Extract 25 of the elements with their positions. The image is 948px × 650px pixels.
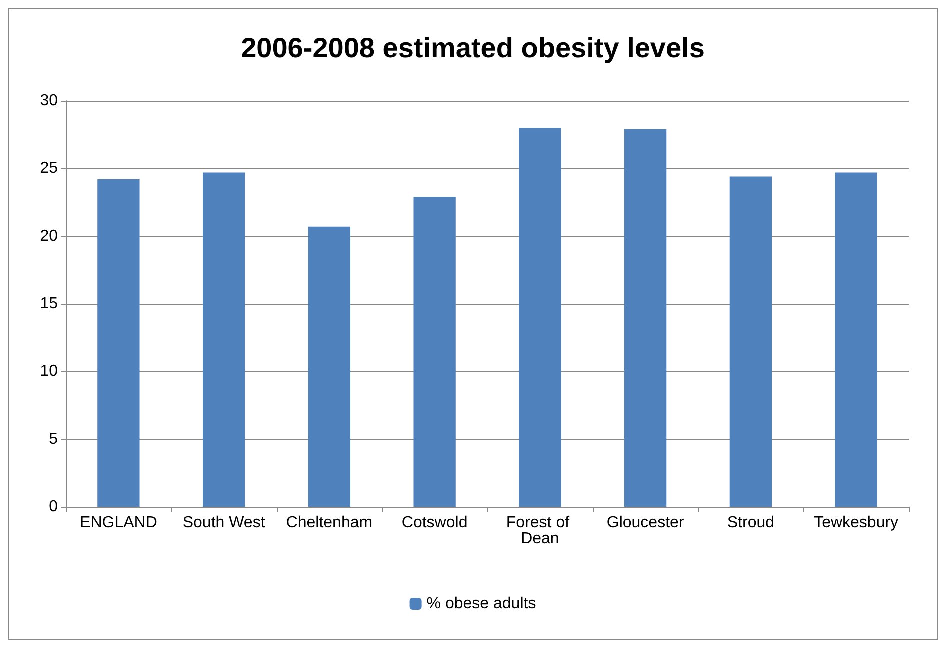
- y-tick-label: 5: [49, 430, 58, 448]
- bar: [519, 128, 562, 507]
- bar: [835, 172, 878, 507]
- chart-title: 2006-2008 estimated obesity levels: [241, 32, 705, 64]
- y-tick-label: 0: [49, 498, 58, 516]
- x-tick-label: Tewkesbury: [814, 514, 899, 532]
- y-tick-label: 20: [40, 228, 58, 245]
- y-tick-label: 15: [40, 296, 58, 312]
- bar: [624, 129, 667, 507]
- bar: [308, 226, 351, 507]
- legend-label: % obese adults: [426, 596, 536, 612]
- x-tick-label: Stroud: [727, 514, 775, 532]
- bar: [202, 172, 246, 507]
- y-tick-label: 30: [40, 92, 58, 110]
- x-tick-label: South West: [182, 514, 266, 532]
- bar: [730, 176, 772, 507]
- x-tick-label: Gloucester: [606, 514, 685, 532]
- x-tick-label: Cheltenham: [286, 514, 373, 532]
- y-tick-label: 10: [40, 363, 58, 380]
- y-tick-label: 25: [40, 160, 58, 178]
- x-tick-label: Cotswold: [402, 514, 468, 532]
- bar: [98, 179, 140, 507]
- x-tick-label: Forest of Dean: [506, 514, 574, 548]
- x-tick-label: ENGLAND: [80, 514, 158, 532]
- bar: [414, 197, 456, 507]
